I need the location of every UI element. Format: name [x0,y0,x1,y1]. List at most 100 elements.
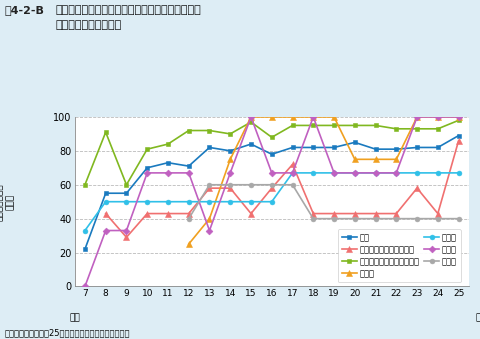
八代海 [310,115,315,119]
八代海 [413,115,419,119]
東京湾 [351,171,357,175]
Text: 広域的な閉鎖性海域における環境基準達成率の推: 広域的な閉鎖性海域における環境基準達成率の推 [55,5,201,15]
東京湾 [248,200,253,204]
Line: 伊勢湾（三河湾を含む）: 伊勢湾（三河湾を含む） [103,138,460,240]
伊勢湾（三河湾を含む） [165,212,170,216]
八代海 [330,115,336,119]
東京湾 [310,171,315,175]
Line: 東京湾: 東京湾 [83,171,460,233]
東京湾 [103,200,108,204]
伊勢湾（三河湾を含む） [268,186,274,190]
大阪湾 [82,284,88,288]
瀬戸内海（大阪湾を除く） [268,135,274,139]
大阪湾 [144,171,150,175]
伊勢湾（三河湾を含む） [185,212,191,216]
Text: 環境基準達成率
（％）: 環境基準達成率 （％） [0,183,15,220]
伊勢湾（三河湾を含む） [330,212,336,216]
東京湾 [123,200,129,204]
東京湾 [268,200,274,204]
有明海 [185,217,191,221]
有明海 [310,217,315,221]
有明海 [248,183,253,187]
大阪湾 [227,171,233,175]
海域 [123,191,129,195]
Line: 大阪湾: 大阪湾 [83,115,460,289]
海域 [351,140,357,144]
伊勢湾（三河湾を含む） [393,212,398,216]
大阪湾 [185,171,191,175]
瀬戸内海（大阪湾を除く） [123,183,129,187]
海域 [372,147,378,151]
大阪湾 [434,115,440,119]
大阪湾 [393,171,398,175]
八代海 [289,115,295,119]
海域 [165,161,170,165]
伊勢湾（三河湾を含む） [434,212,440,216]
大阪湾 [123,228,129,233]
瀬戸内海（大阪湾を除く） [82,183,88,187]
伊勢湾（三河湾を含む） [103,212,108,216]
瀬戸内海（大阪湾を除く） [248,120,253,124]
東京湾 [185,200,191,204]
瀬戸内海（大阪湾を除く） [165,142,170,146]
Line: 海域: 海域 [83,133,460,252]
瀬戸内海（大阪湾を除く） [185,128,191,133]
瀬戸内海（大阪湾を除く） [393,127,398,131]
瀬戸内海（大阪湾を除く） [372,123,378,127]
大阪湾 [268,171,274,175]
有明海 [372,217,378,221]
八代海 [455,115,460,119]
有明海 [413,217,419,221]
瀬戸内海（大阪湾を除く） [144,147,150,151]
有明海 [434,217,440,221]
東京湾 [289,171,295,175]
Text: 平成: 平成 [69,314,80,323]
Text: 移（全窒素・全りん）: 移（全窒素・全りん） [55,20,121,30]
Line: 有明海: 有明海 [186,182,460,221]
八代海 [227,157,233,161]
海域 [413,145,419,149]
大阪湾 [372,171,378,175]
東京湾 [165,200,170,204]
有明海 [393,217,398,221]
海域 [248,142,253,146]
大阪湾 [351,171,357,175]
伊勢湾（三河湾を含む） [351,212,357,216]
伊勢湾（三河湾を含む） [206,186,212,190]
伊勢湾（三河湾を含む） [248,212,253,216]
伊勢湾（三河湾を含む） [413,186,419,190]
Text: （年）: （年） [474,314,480,323]
東京湾 [372,171,378,175]
東京湾 [455,171,460,175]
大阪湾 [206,228,212,233]
有明海 [351,217,357,221]
海域 [206,145,212,149]
東京湾 [393,171,398,175]
海域 [310,145,315,149]
瀬戸内海（大阪湾を除く） [310,123,315,127]
伊勢湾（三河湾を含む） [310,212,315,216]
伊勢湾（三河湾を含む） [144,212,150,216]
Line: 瀬戸内海（大阪湾を除く）: 瀬戸内海（大阪湾を除く） [83,118,460,187]
伊勢湾（三河湾を含む） [289,162,295,166]
海域 [185,164,191,168]
瀬戸内海（大阪湾を除く） [351,123,357,127]
大阪湾 [413,115,419,119]
海域 [82,247,88,251]
大阪湾 [248,115,253,119]
有明海 [330,217,336,221]
八代海 [372,157,378,161]
瀬戸内海（大阪湾を除く） [330,123,336,127]
有明海 [227,183,233,187]
東京湾 [330,171,336,175]
大阪湾 [455,115,460,119]
Legend: 海域, 伊勢湾（三河湾を含む）, 瀬戸内海（大阪湾を除く）, 八代海, 東京湾, 大阪湾, 有明海: 海域, 伊勢湾（三河湾を含む）, 瀬戸内海（大阪湾を除く）, 八代海, 東京湾,… [337,229,460,282]
伊勢湾（三河湾を含む） [227,186,233,190]
八代海 [393,157,398,161]
八代海 [351,157,357,161]
瀬戸内海（大阪湾を除く） [413,127,419,131]
大阪湾 [310,115,315,119]
東京湾 [413,171,419,175]
大阪湾 [330,171,336,175]
東京湾 [144,200,150,204]
